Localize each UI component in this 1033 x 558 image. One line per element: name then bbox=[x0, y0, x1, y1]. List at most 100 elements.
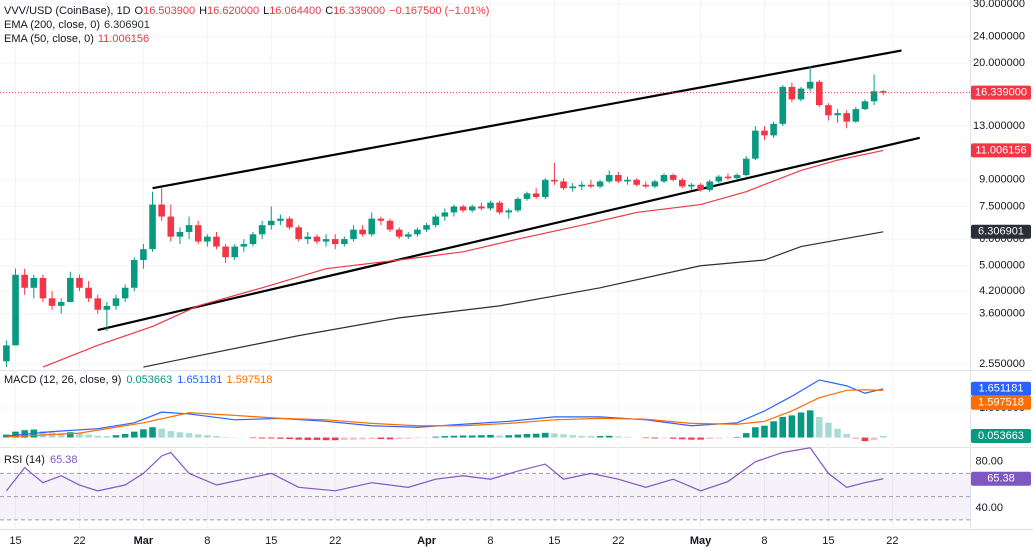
histogram-bar bbox=[834, 428, 841, 438]
histogram-bar bbox=[779, 416, 787, 438]
candle-body bbox=[76, 277, 83, 288]
candle-body bbox=[350, 229, 357, 240]
candle-body bbox=[432, 216, 439, 226]
histogram-bar bbox=[39, 431, 47, 438]
candle-body bbox=[359, 229, 366, 235]
histogram-bar bbox=[679, 437, 686, 440]
histogram-bar bbox=[879, 435, 887, 438]
candle-body bbox=[551, 179, 558, 182]
candle-body bbox=[861, 101, 869, 110]
candle-body bbox=[277, 218, 284, 221]
candle-body bbox=[414, 229, 421, 235]
x-tick-label: 22 bbox=[73, 535, 85, 547]
candle-body bbox=[48, 298, 56, 306]
candle-body bbox=[642, 184, 650, 187]
price-badge bbox=[971, 428, 1031, 443]
candle-body bbox=[140, 249, 147, 261]
histogram-bar bbox=[404, 437, 412, 439]
histogram-bar bbox=[304, 437, 312, 440]
histogram-bar bbox=[742, 433, 750, 438]
candle-body bbox=[21, 274, 28, 288]
histogram-bar bbox=[825, 422, 832, 438]
legend-value: 16.339000 bbox=[333, 5, 385, 17]
y-tick-label: 24.000000 bbox=[973, 30, 1025, 42]
candle-body bbox=[258, 225, 266, 235]
price-badge-label: 6.306901 bbox=[978, 226, 1024, 238]
histogram-bar bbox=[432, 436, 439, 438]
histogram-bar bbox=[706, 437, 713, 440]
candle-body bbox=[368, 218, 376, 235]
histogram-bar bbox=[788, 415, 796, 438]
price-badge-label: 11.006156 bbox=[975, 144, 1026, 156]
candle-body bbox=[103, 305, 111, 310]
trend-line bbox=[97, 136, 921, 332]
histogram-bar bbox=[94, 435, 102, 438]
histogram-bar bbox=[204, 435, 211, 438]
histogram-bar bbox=[541, 432, 549, 438]
candle-body bbox=[240, 244, 248, 247]
histogram-bar bbox=[194, 434, 202, 438]
indicator-line bbox=[42, 149, 884, 368]
candle-body bbox=[615, 175, 622, 182]
price-badge bbox=[971, 224, 1031, 239]
candle-body bbox=[3, 345, 10, 362]
legend-text: 65.38 bbox=[50, 454, 78, 466]
histogram-bar bbox=[660, 437, 668, 439]
histogram-bar bbox=[514, 434, 522, 438]
y-tick-label: 3.600000 bbox=[979, 308, 1025, 320]
histogram-bar bbox=[286, 437, 293, 440]
histogram-bar bbox=[761, 425, 768, 438]
legend-value: 16.620000 bbox=[207, 5, 259, 17]
y-tick-label: 7.500000 bbox=[979, 200, 1025, 212]
candle-body bbox=[706, 181, 713, 190]
histogram-bar bbox=[377, 437, 385, 440]
candle-body bbox=[541, 179, 549, 198]
candle-body bbox=[441, 212, 449, 217]
candle-body bbox=[870, 91, 878, 102]
histogram-bar bbox=[185, 433, 193, 438]
candle-body bbox=[669, 175, 677, 180]
candle-body bbox=[423, 225, 430, 230]
histogram-bar bbox=[322, 437, 330, 441]
histogram-bar bbox=[158, 428, 165, 438]
histogram-bar bbox=[468, 435, 476, 438]
legend-text: 1.597518 bbox=[227, 374, 273, 386]
candle-body bbox=[331, 239, 339, 245]
price-badge bbox=[971, 85, 1031, 100]
histogram-bar bbox=[459, 435, 467, 438]
candle-body bbox=[688, 184, 695, 187]
candle-body bbox=[569, 186, 576, 189]
price-badge bbox=[971, 143, 1031, 158]
candle-body bbox=[249, 234, 257, 245]
candle-body bbox=[770, 123, 777, 136]
candle-body bbox=[194, 225, 202, 242]
histogram-bar bbox=[112, 435, 120, 438]
legend-text: RSI (14) bbox=[4, 454, 45, 466]
histogram-bar bbox=[578, 435, 586, 438]
candle-body bbox=[450, 206, 458, 213]
legend-change: −0.167500 (−1.01%) bbox=[389, 5, 489, 17]
histogram-bar bbox=[551, 433, 558, 438]
histogram-bar bbox=[587, 436, 595, 438]
histogram-bar bbox=[505, 435, 513, 438]
candle-body bbox=[879, 91, 887, 93]
histogram-bar bbox=[67, 432, 74, 438]
histogram-bar bbox=[213, 436, 220, 438]
histogram-bar bbox=[797, 412, 805, 438]
price-badge-label: 16.339000 bbox=[975, 87, 1027, 99]
legend-value: 16.503900 bbox=[143, 5, 195, 17]
x-tick-label: 15 bbox=[548, 535, 560, 547]
candle-body bbox=[605, 175, 613, 182]
histogram-bar bbox=[313, 437, 321, 440]
candle-body bbox=[532, 193, 540, 198]
candle-body bbox=[651, 181, 659, 187]
candle-body bbox=[843, 113, 850, 122]
x-tick-label: 22 bbox=[329, 535, 341, 547]
candle-body bbox=[341, 239, 348, 245]
histogram-bar bbox=[359, 437, 366, 440]
histogram-bar bbox=[715, 437, 723, 439]
y-tick-label: 9.000000 bbox=[979, 174, 1025, 186]
histogram-bar bbox=[624, 436, 631, 438]
price-badge bbox=[971, 471, 1031, 486]
histogram-bar bbox=[596, 436, 604, 438]
